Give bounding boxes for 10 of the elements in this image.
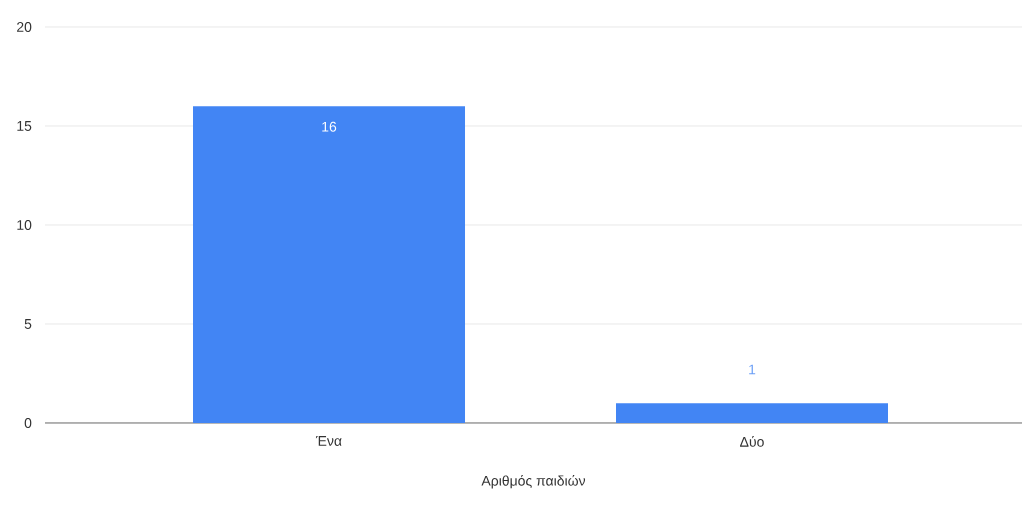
y-tick-label: 0 <box>24 418 32 428</box>
y-tick-label: 20 <box>17 22 32 32</box>
data-label: 1 <box>749 364 756 375</box>
y-tick-label: 15 <box>17 121 32 131</box>
x-axis-title: Αριθμός παιδιών <box>481 475 586 489</box>
y-tick-label: 10 <box>17 220 32 230</box>
data-label: 16 <box>322 121 337 132</box>
x-tick-label: Δύο <box>740 436 764 447</box>
y-tick-label: 5 <box>24 319 32 329</box>
x-tick-label: Ένα <box>315 436 342 446</box>
